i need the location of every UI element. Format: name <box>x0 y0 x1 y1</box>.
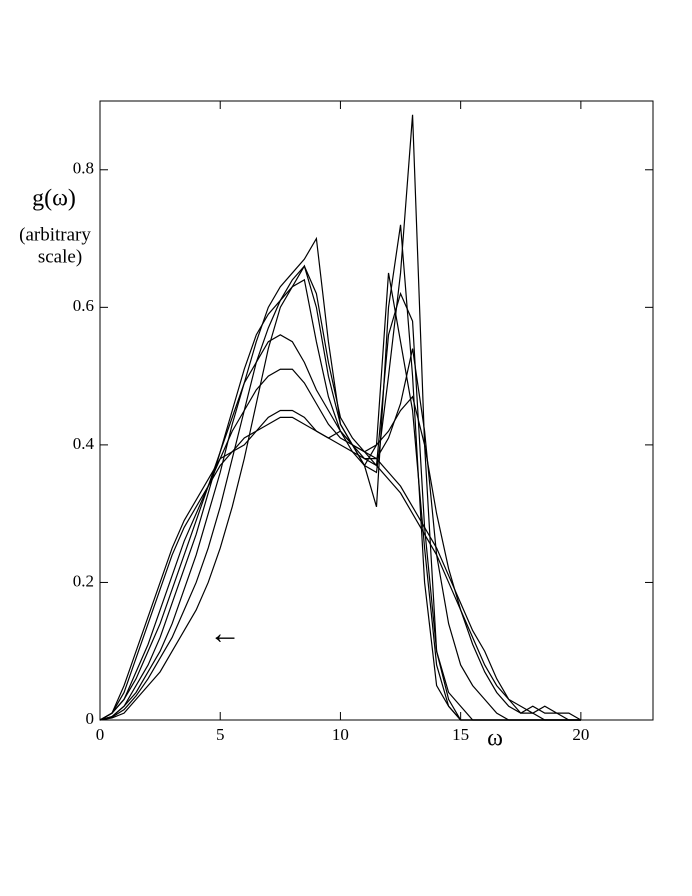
plot-frame <box>99 100 654 721</box>
series-line <box>99 409 581 721</box>
y-axis-label: g(ω) <box>32 186 76 212</box>
y-tick-label: 0 <box>86 709 95 728</box>
x-axis-label: ω <box>487 726 503 752</box>
y-tick-label: 0.2 <box>73 571 94 590</box>
annotation-arrow: ← <box>209 614 241 650</box>
y-tick-label: 0.6 <box>73 296 94 315</box>
y-tick-label: 0.4 <box>73 434 95 453</box>
series-line <box>99 334 581 721</box>
x-tick-label: 20 <box>572 725 589 744</box>
series-line <box>99 224 581 721</box>
series-line <box>99 264 581 721</box>
series-line <box>99 264 581 721</box>
series-line <box>99 416 582 721</box>
x-tick-label: 15 <box>452 725 469 744</box>
y-tick-label: 0.8 <box>73 159 94 178</box>
y-axis-note: scale) <box>38 246 82 267</box>
y-axis-note: (arbitrary <box>19 224 91 245</box>
series-line <box>99 368 581 721</box>
x-tick-label: 10 <box>332 725 349 744</box>
x-tick-label: 5 <box>216 725 225 744</box>
x-tick-label: 0 <box>96 725 105 744</box>
